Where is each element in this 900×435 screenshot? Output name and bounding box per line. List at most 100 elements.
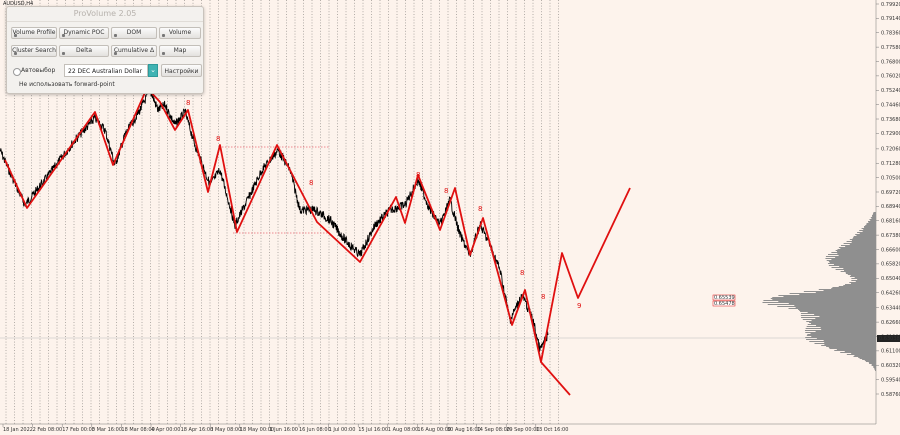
profile-bar: [853, 356, 876, 357]
profile-bar: [828, 347, 876, 348]
profile-bar: [804, 330, 876, 331]
profile-bar: [866, 224, 876, 225]
profile-bar: [874, 368, 876, 369]
profile-bar: [811, 336, 876, 337]
y-axis-label: 0.76800: [881, 59, 900, 65]
profile-bar: [838, 247, 876, 248]
map-button[interactable]: Map: [159, 45, 201, 57]
x-axis-label: 1 Aug 08:00: [388, 427, 419, 433]
profile-bar: [859, 358, 876, 359]
profile-bar: [783, 296, 876, 297]
profile-bar: [840, 245, 876, 246]
x-axis-label: 3 May 08:00: [210, 427, 241, 433]
y-axis-label: 0.58760: [881, 392, 900, 398]
settings-button[interactable]: Настройки: [161, 64, 202, 77]
profile-bar: [838, 286, 876, 287]
x-axis-label: 1 Jul 00:00: [329, 427, 356, 433]
profile-bar: [845, 284, 876, 285]
profile-bar: [871, 364, 876, 365]
profile-bar: [844, 351, 876, 352]
x-axis-label: 17 Feb 00:00: [62, 427, 95, 433]
profile-bar: [851, 242, 876, 243]
dom-button[interactable]: DOM: [111, 27, 157, 39]
x-axis-label: 18 Mar 08:00: [121, 427, 154, 433]
auto-select-radio[interactable]: [13, 68, 21, 76]
provolume-panel[interactable]: ProVolume 2.05 Volume Profile Dynamic PO…: [6, 6, 204, 94]
profile-bar: [863, 229, 876, 230]
profile-bar: [859, 233, 876, 234]
profile-bar: [829, 348, 876, 349]
profile-bar: [831, 288, 876, 289]
profile-bar: [864, 227, 876, 228]
profile-bar: [820, 327, 876, 328]
indicator-dot-icon: [162, 34, 165, 37]
profile-bar: [821, 329, 876, 330]
profile-bar: [833, 264, 876, 265]
y-axis-label: 0.75240: [881, 88, 900, 94]
profile-bar: [851, 280, 876, 281]
profile-bar: [763, 300, 876, 301]
profile-bar: [846, 354, 876, 355]
y-axis-label: 0.68160: [881, 219, 900, 225]
profile-bar: [811, 320, 876, 321]
profile-bar: [862, 231, 876, 232]
x-axis-label: 18 May 00:00: [240, 427, 274, 433]
dynamic-poc-button[interactable]: Dynamic POC: [59, 27, 109, 39]
profile-bar: [806, 335, 876, 336]
x-axis-label: 15 Jul 16:00: [358, 427, 388, 433]
profile-bar: [821, 345, 876, 346]
y-axis-label: 0.72900: [881, 131, 900, 137]
profile-bar: [840, 271, 876, 272]
volume-profile-button[interactable]: Volume Profile: [11, 27, 57, 39]
profile-bar: [844, 270, 876, 271]
x-axis-label: 18 Apr 16:00: [181, 427, 214, 433]
y-axis-label: 0.59540: [881, 377, 900, 383]
profile-bar: [859, 230, 876, 231]
chevron-down-icon[interactable]: ⌄: [148, 64, 158, 77]
profile-bar: [767, 304, 876, 305]
profile-bar: [873, 367, 876, 368]
profile-bar: [798, 309, 876, 310]
wave-extension-line: [540, 361, 571, 396]
profile-bar: [831, 252, 876, 253]
profile-bar: [851, 240, 876, 241]
profile-bar: [806, 326, 876, 327]
cumulative-delta-button[interactable]: Cumulative Δ: [111, 45, 157, 57]
y-axis-label: 0.78360: [881, 31, 900, 37]
y-axis-label: 0.77580: [881, 45, 900, 51]
delta-button[interactable]: Delta: [59, 45, 109, 57]
forward-point-option[interactable]: Не использовать forward-point: [19, 81, 115, 88]
profile-bar: [861, 228, 876, 229]
profile-bar: [845, 246, 876, 247]
profile-bar: [835, 257, 876, 258]
profile-bar: [871, 218, 876, 219]
y-axis-label: 0.67380: [881, 233, 900, 239]
y-axis-label: 0.63440: [881, 306, 900, 312]
profile-bar: [873, 212, 876, 213]
volume-button[interactable]: Volume: [159, 27, 201, 39]
x-axis-label: 1 Jun 16:00: [269, 427, 298, 433]
profile-bar: [825, 256, 876, 257]
contract-select[interactable]: 22 DEC Australian Dollar: [64, 64, 148, 77]
profile-bar: [788, 308, 876, 309]
y-axis-label: 0.72060: [881, 147, 900, 153]
profile-bar: [831, 259, 876, 260]
wave-label: 9: [577, 302, 581, 310]
profile-bar: [853, 237, 876, 238]
cluster-search-button[interactable]: Cluster Search: [11, 45, 57, 57]
profile-bar: [815, 331, 876, 332]
profile-bar: [849, 244, 876, 245]
profile-bar: [772, 297, 876, 298]
y-axis-label: 0.68940: [881, 204, 900, 210]
profile-bar: [827, 263, 876, 264]
y-axis-label: 0.62660: [881, 320, 900, 326]
profile-bar: [832, 287, 876, 288]
profile-bar: [872, 214, 876, 215]
profile-tag-1: 0.65539: [714, 295, 735, 301]
y-axis-label: 0.71280: [881, 161, 900, 167]
profile-bar: [810, 333, 876, 334]
profile-bar: [869, 219, 876, 220]
profile-bar: [800, 315, 876, 316]
profile-bar: [795, 307, 876, 308]
